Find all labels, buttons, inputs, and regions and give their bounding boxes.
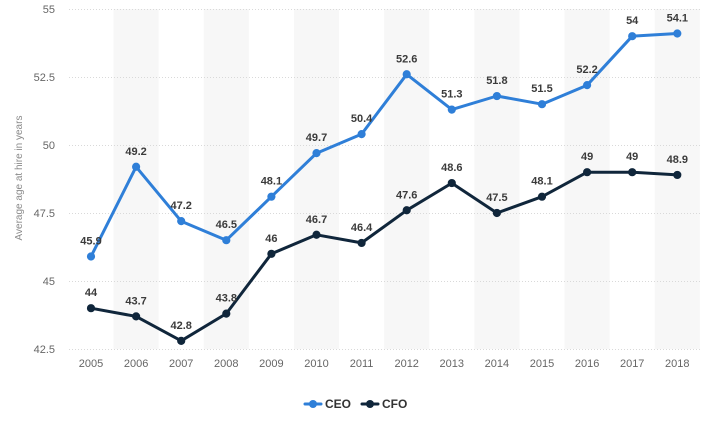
ceo-point <box>177 217 186 226</box>
ceo-data-label: 50.4 <box>351 113 373 125</box>
column-band <box>474 9 520 349</box>
x-tick-label: 2012 <box>394 358 418 370</box>
ceo-point <box>628 32 637 41</box>
cfo-data-label: 46.4 <box>351 222 373 234</box>
legend-marker-icon <box>366 400 374 408</box>
cfo-point <box>402 206 411 215</box>
ceo-point <box>583 81 592 90</box>
cfo-data-label: 44 <box>85 287 98 299</box>
cfo-point <box>222 309 231 318</box>
x-tick-label: 2009 <box>259 358 283 370</box>
cfo-data-label: 47.6 <box>396 189 417 201</box>
data-labels: 45.9 49.2 47.2 46.5 48.1 49.7 50.4 52.6 51.3 51.8… <box>80 12 688 331</box>
x-tick-label: 2016 <box>575 358 599 370</box>
ceo-data-label: 45.9 <box>80 236 101 248</box>
x-tick-label: 2011 <box>350 358 374 370</box>
cfo-data-label: 43.8 <box>216 293 237 305</box>
legend-marker-icon <box>309 400 317 408</box>
ceo-point <box>132 162 141 171</box>
x-tick-label: 2018 <box>665 358 689 370</box>
cfo-data-label: 48.1 <box>531 176 552 188</box>
cfo-point <box>447 178 456 188</box>
cfo-point <box>177 336 186 345</box>
ceo-data-label: 48.1 <box>261 176 282 188</box>
cfo-line <box>89 170 679 343</box>
x-tick-label: 2013 <box>440 358 464 370</box>
y-tick-label: 42.5 <box>34 344 55 356</box>
cfo-point <box>267 249 276 258</box>
cfo-data-label: 47.5 <box>486 192 507 204</box>
ceo-data-label: 51.3 <box>441 89 462 101</box>
ceo-point <box>537 100 547 109</box>
x-axis-ticks: 2005 2006 2007 2008 2009 2010 2011 2012 2013 2014… <box>79 358 690 370</box>
x-tick-label: 2017 <box>620 358 644 370</box>
column-band <box>113 9 159 349</box>
cfo-data-label: 48.6 <box>441 162 462 174</box>
ceo-data-label: 51.8 <box>486 75 507 87</box>
column-band <box>293 9 340 349</box>
ceo-line <box>89 32 679 258</box>
y-tick-label: 47.5 <box>34 208 55 220</box>
ceo-point <box>492 91 501 101</box>
ceo-point <box>86 252 96 261</box>
ceo-point <box>447 105 456 114</box>
cfo-point <box>132 312 141 321</box>
x-tick-label: 2006 <box>124 358 148 370</box>
ceo-data-label: 46.5 <box>216 219 237 231</box>
ceo-data-label: 52.2 <box>576 64 597 76</box>
cfo-point <box>357 238 366 248</box>
cfo-data-label: 46.7 <box>306 214 327 226</box>
cfo-data-label: 49 <box>581 151 593 163</box>
cfo-data-label: 49 <box>626 151 638 163</box>
x-tick-label: 2014 <box>485 358 509 370</box>
ceo-data-label: 54.1 <box>667 12 688 24</box>
y-tick-label: 50 <box>43 140 55 152</box>
cfo-data-label: 46 <box>265 233 277 245</box>
ceo-data-label: 49.2 <box>125 146 146 158</box>
y-tick-label: 55 <box>43 4 55 16</box>
legend: CEO CFO <box>303 397 407 411</box>
cfo-data-label: 48.9 <box>667 154 688 166</box>
x-tick-label: 2005 <box>79 358 103 370</box>
ceo-data-label: 47.2 <box>170 200 191 212</box>
ceo-data-label: 49.7 <box>306 132 327 144</box>
cfo-point <box>312 230 321 239</box>
column-band <box>384 9 430 349</box>
ceo-point <box>357 130 366 139</box>
y-axis-title: Average age at hire in years <box>14 116 25 241</box>
alternating-column-bands <box>113 9 700 349</box>
y-axis-ticks: 42.5 45 47.5 50 52.5 55 <box>34 4 55 356</box>
ceo-point <box>673 29 682 38</box>
legend-label: CEO <box>325 397 351 411</box>
x-tick-label: 2010 <box>304 358 328 370</box>
x-tick-label: 2008 <box>214 358 238 370</box>
cfo-point <box>673 170 682 180</box>
cfo-data-label: 43.7 <box>125 295 146 307</box>
ceo-point <box>402 70 411 79</box>
legend-label: CFO <box>382 397 407 411</box>
cfo-point <box>628 168 637 177</box>
column-band <box>564 9 610 349</box>
series-lines <box>89 32 679 343</box>
cfo-point <box>537 192 547 201</box>
ceo-point <box>312 149 321 158</box>
ceo-data-label: 54 <box>626 15 639 27</box>
x-tick-label: 2007 <box>169 358 193 370</box>
y-tick-label: 45 <box>43 276 55 288</box>
y-tick-label: 52.5 <box>34 72 55 84</box>
cfo-point <box>86 304 96 313</box>
x-tick-label: 2015 <box>530 358 554 370</box>
ceo-data-label: 52.6 <box>396 53 417 65</box>
ceo-point <box>222 236 231 245</box>
cfo-point <box>492 208 501 218</box>
ceo-data-label: 51.5 <box>531 83 552 95</box>
cfo-point <box>583 168 592 177</box>
legend-item-ceo[interactable]: CEO <box>303 397 351 411</box>
cfo-data-label: 42.8 <box>170 320 191 332</box>
legend-item-cfo[interactable]: CFO <box>360 397 407 411</box>
ceo-point <box>267 192 276 201</box>
series-points <box>86 29 682 345</box>
